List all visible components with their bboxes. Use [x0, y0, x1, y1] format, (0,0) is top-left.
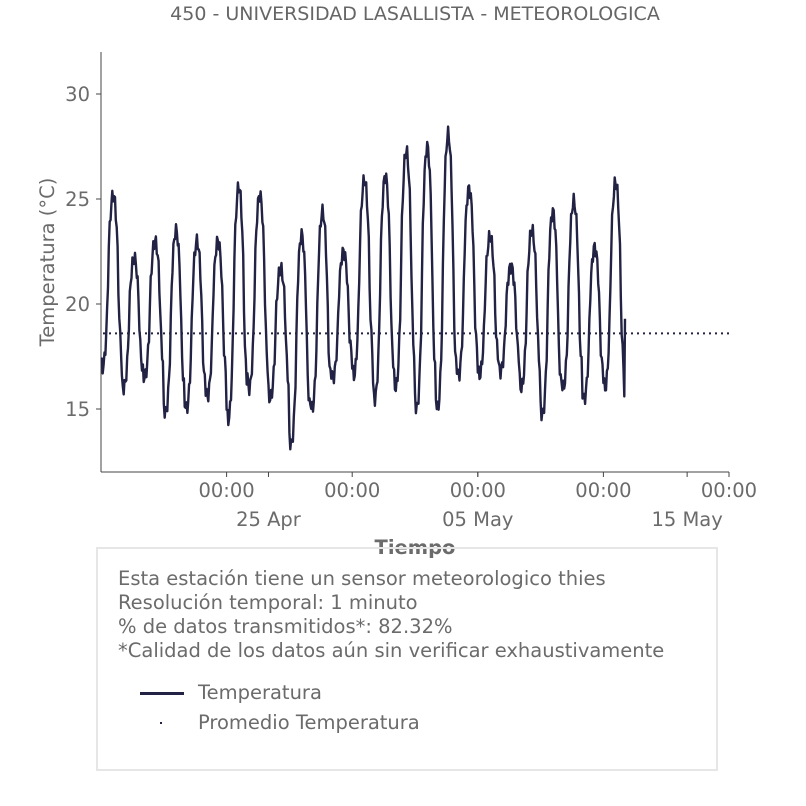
x-tick-label: 00:00 [450, 479, 506, 502]
info-resolution-text: Resolución temporal: 1 minuto [118, 591, 418, 614]
y-axis-label: Temperatura (°C) [36, 178, 59, 348]
y-tick-label: 25 [65, 188, 90, 211]
y-tick-label: 15 [65, 398, 90, 421]
ticks: 15 20 25 30 00:00 00:00 00:00 00:00 00:00 25 Apr 0… [65, 83, 757, 531]
x-major-tick-label: 25 Apr [236, 508, 302, 531]
x-tick-label: 00:00 [701, 479, 757, 502]
x-tick-label: 00:00 [324, 479, 380, 502]
legend-temperatura-label: Temperatura [198, 681, 322, 704]
chart-title: 450 - UNIVERSIDAD LASALLISTA - METEOROLO… [170, 3, 660, 25]
x-major-tick-label: 05 May [442, 508, 513, 531]
legend-promedio-label: Promedio Temperatura [198, 711, 420, 734]
x-major-tick-label: 15 May [651, 508, 722, 531]
x-tick-label: 00:00 [198, 479, 254, 502]
info-transmitted-text: % de datos transmitidos*: 82.32% [118, 615, 453, 638]
temperatura-series-line [100, 125, 627, 451]
legend-temperatura-swatch [140, 692, 184, 695]
y-tick-label: 20 [65, 293, 90, 316]
legend-promedio-swatch [160, 722, 162, 724]
y-tick-label: 30 [65, 83, 90, 106]
x-tick-label: 00:00 [575, 479, 631, 502]
info-sensor-text: Esta estación tiene un sensor meteorolog… [118, 567, 606, 590]
info-quality-note: *Calidad de los datos aún sin verificar … [118, 639, 665, 662]
series-layer [100, 125, 731, 451]
info-legend-box: Esta estación tiene un sensor meteorolog… [96, 547, 718, 771]
